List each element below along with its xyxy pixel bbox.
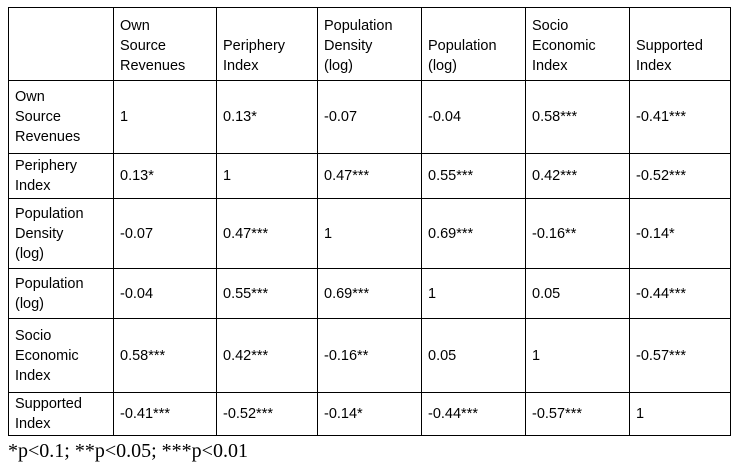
correlation-cell: -0.16** <box>317 318 422 393</box>
correlation-cell: 0.05 <box>525 268 630 319</box>
correlation-cell: 1 <box>525 318 630 393</box>
correlation-cell: 0.42*** <box>525 153 630 199</box>
correlation-cell: 0.47*** <box>317 153 422 199</box>
column-header: Population (log) <box>421 7 526 81</box>
correlation-cell: -0.57*** <box>629 318 731 393</box>
correlation-cell: -0.57*** <box>525 392 630 436</box>
correlation-cell: -0.04 <box>113 268 217 319</box>
table-row: Periphery Index 0.13* 1 0.47*** 0.55*** 0.42*… <box>8 153 731 199</box>
row-header: Own Source Revenues <box>8 80 114 154</box>
correlation-cell: 0.69*** <box>317 268 422 319</box>
correlation-cell: 0.58*** <box>525 80 630 154</box>
table-row: Supported Index -0.41*** -0.52*** -0.14* -0.… <box>8 392 731 436</box>
correlation-table-figure: Own Source Revenues Periphery Index Popula… <box>8 7 731 463</box>
row-header: Supported Index <box>8 392 114 436</box>
column-header: Supported Index <box>629 7 731 81</box>
correlation-cell: 0.05 <box>421 318 526 393</box>
row-header: Socio Economic Index <box>8 318 114 393</box>
row-header: Population Density (log) <box>8 198 114 269</box>
column-header: Population Density (log) <box>317 7 422 81</box>
correlation-cell: -0.44*** <box>629 268 731 319</box>
correlation-cell: 0.55*** <box>421 153 526 199</box>
correlation-cell: 0.69*** <box>421 198 526 269</box>
correlation-cell: 0.58*** <box>113 318 217 393</box>
table-row: Socio Economic Index 0.58*** 0.42*** -0.16*… <box>8 318 731 393</box>
correlation-cell: -0.16** <box>525 198 630 269</box>
column-header: Socio Economic Index <box>525 7 630 81</box>
table-header-row: Own Source Revenues Periphery Index Popula… <box>8 7 731 81</box>
correlation-cell: 1 <box>317 198 422 269</box>
correlation-cell: -0.52*** <box>216 392 318 436</box>
row-header: Population (log) <box>8 268 114 319</box>
correlation-cell: -0.07 <box>317 80 422 154</box>
table-row: Own Source Revenues 1 0.13* -0.07 -0.04 0.58*… <box>8 80 731 154</box>
correlation-cell: 0.55*** <box>216 268 318 319</box>
correlation-cell: 1 <box>421 268 526 319</box>
correlation-cell: -0.41*** <box>113 392 217 436</box>
correlation-table: Own Source Revenues Periphery Index Popula… <box>8 7 731 436</box>
correlation-cell: -0.14* <box>629 198 731 269</box>
table-row: Population (log) -0.04 0.55*** 0.69*** 1 0.05… <box>8 268 731 319</box>
correlation-cell: -0.04 <box>421 80 526 154</box>
correlation-cell: 1 <box>113 80 217 154</box>
correlation-cell: -0.52*** <box>629 153 731 199</box>
column-header: Own Source Revenues <box>113 7 217 81</box>
correlation-cell: -0.44*** <box>421 392 526 436</box>
correlation-cell: 1 <box>216 153 318 199</box>
table-row: Population Density (log) -0.07 0.47*** 1 0.6… <box>8 198 731 269</box>
correlation-cell: 1 <box>629 392 731 436</box>
correlation-cell: -0.41*** <box>629 80 731 154</box>
corner-cell <box>8 7 114 81</box>
column-header: Periphery Index <box>216 7 318 81</box>
correlation-cell: 0.13* <box>113 153 217 199</box>
correlation-cell: -0.07 <box>113 198 217 269</box>
significance-footnote: *p<0.1; **p<0.05; ***p<0.01 <box>8 440 248 462</box>
correlation-cell: 0.47*** <box>216 198 318 269</box>
correlation-cell: 0.42*** <box>216 318 318 393</box>
correlation-cell: 0.13* <box>216 80 318 154</box>
correlation-cell: -0.14* <box>317 392 422 436</box>
row-header: Periphery Index <box>8 153 114 199</box>
